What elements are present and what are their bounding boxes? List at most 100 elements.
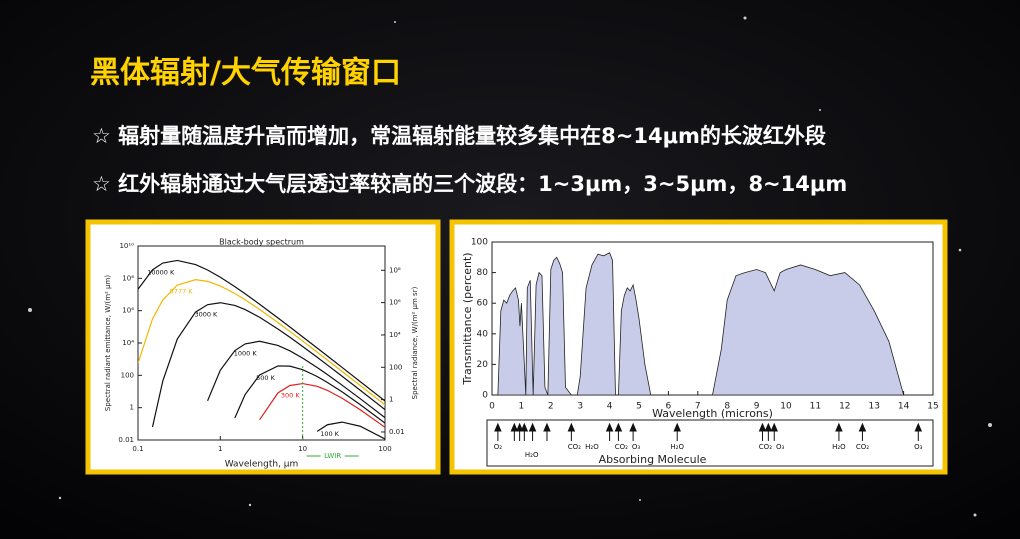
absorber-arrow bbox=[758, 422, 767, 441]
absorber-label: CO₂ bbox=[856, 443, 869, 451]
y-tick-label: 100 bbox=[471, 238, 488, 248]
x-axis-label: Wavelength, μm bbox=[225, 460, 299, 470]
absorber-arrow bbox=[528, 422, 537, 441]
y-tick-label: 10⁴ bbox=[122, 339, 134, 347]
absorber-arrow bbox=[858, 422, 867, 441]
series-line bbox=[151, 302, 385, 428]
x-tick-label: 11 bbox=[810, 402, 821, 412]
series-label: 10000 K bbox=[147, 268, 175, 276]
y-axis-label: Transmittance (percent) bbox=[461, 252, 474, 385]
x-tick-label: 100 bbox=[378, 445, 391, 453]
absorber-arrow bbox=[614, 422, 623, 441]
absorber-arrow bbox=[673, 422, 681, 441]
x-tick-label: 12 bbox=[839, 402, 850, 412]
absorber-label: H₂O bbox=[585, 443, 599, 451]
star bbox=[28, 308, 32, 312]
y2-tick-label: 10⁴ bbox=[389, 331, 401, 339]
absorber-arrow bbox=[520, 422, 529, 441]
chart-panel bbox=[85, 219, 441, 475]
absorber-arrow bbox=[770, 422, 778, 441]
chart-title: Black-body spectrum bbox=[219, 238, 304, 247]
y2-tick-label: 0.01 bbox=[389, 428, 405, 436]
y2-tick-label: 10⁸ bbox=[389, 266, 401, 274]
absorber-arrow bbox=[543, 422, 551, 441]
absorber-label: O₃ bbox=[632, 443, 641, 451]
stars bbox=[28, 16, 992, 517]
star bbox=[819, 109, 821, 111]
star bbox=[639, 499, 641, 501]
slide-title: 黑体辐射/大气传输窗口 bbox=[90, 56, 401, 91]
y-tick-label: 80 bbox=[477, 268, 489, 278]
x-tick-label: 4 bbox=[607, 402, 613, 412]
absorber-arrow bbox=[605, 422, 614, 441]
absorber-label: H₂O bbox=[670, 443, 684, 451]
series-label: 300 K bbox=[281, 392, 300, 400]
star bbox=[743, 16, 747, 20]
x-tick-label: 5 bbox=[636, 402, 642, 412]
y-tick-label: 10⁸ bbox=[122, 274, 134, 282]
x-tick-label: 15 bbox=[927, 402, 938, 412]
absorber-arrow bbox=[835, 422, 843, 441]
y-tick-label: 10¹⁰ bbox=[119, 242, 134, 250]
y-tick-label: 40 bbox=[477, 329, 489, 339]
x-tick-label: 0 bbox=[489, 402, 495, 412]
x-tick-label: 3 bbox=[577, 402, 583, 412]
series-label: 100 K bbox=[320, 430, 339, 438]
x-tick-label: 0.1 bbox=[132, 445, 143, 453]
y2-tick-label: 10⁶ bbox=[389, 299, 401, 307]
transmittance-chart: 0 1 2 3 4 5 6 7 8 9 10 11 12 13 14 15020406080100Wavele… bbox=[461, 238, 939, 467]
x-tick-label: 2 bbox=[548, 402, 554, 412]
x-tick-label: 6 bbox=[666, 402, 672, 412]
transmittance-area bbox=[497, 252, 933, 395]
absorber-box bbox=[486, 419, 934, 467]
absorber-arrow bbox=[515, 422, 524, 441]
y-tick-label: 100 bbox=[121, 371, 134, 379]
bullet: ☆ 红外辐射通过大气层透过率较高的三个波段：1~3μm，3~5μm，8~14μm bbox=[92, 172, 847, 196]
y-tick-label: 10⁶ bbox=[122, 307, 134, 315]
x-tick-label: 7 bbox=[695, 402, 701, 412]
y-tick-label: 0 bbox=[482, 391, 488, 401]
series-label: 3000 K bbox=[194, 311, 218, 319]
y-axis-label: Spectral radiant emittance, W/(m² μm) bbox=[104, 275, 112, 411]
bullet: ☆ 辐射量随温度升高而增加，常温辐射能量较多集中在8~14μm的长波红外段 bbox=[92, 124, 826, 148]
absorber-label: H₂O bbox=[525, 451, 539, 459]
absorber-label: CO₂ bbox=[615, 443, 628, 451]
series-line bbox=[316, 421, 385, 440]
y-tick-label: 0.01 bbox=[118, 436, 134, 444]
absorber-label: O₃ bbox=[914, 443, 923, 451]
x-tick-label: 9 bbox=[754, 402, 760, 412]
x-tick-label: 14 bbox=[898, 402, 910, 412]
absorber-arrow bbox=[567, 422, 576, 441]
series-line bbox=[138, 279, 385, 406]
star bbox=[58, 496, 62, 500]
y2-tick-label: 1 bbox=[389, 396, 393, 404]
y-tick-label: 1 bbox=[130, 404, 134, 412]
absorber-title: Absorbing Molecule bbox=[599, 453, 707, 466]
star bbox=[248, 503, 252, 507]
series-label: 1000 K bbox=[234, 349, 258, 357]
star bbox=[394, 21, 396, 23]
star bbox=[958, 248, 962, 252]
absorber-arrow bbox=[914, 422, 923, 441]
series-line bbox=[207, 340, 385, 419]
reference-label: LWIR bbox=[324, 452, 341, 460]
y-tick-label: 20 bbox=[477, 360, 489, 370]
absorber-label: O₃ bbox=[776, 443, 785, 451]
absorber-label: CO₂ bbox=[568, 443, 581, 451]
series-label: 5777 K bbox=[170, 288, 194, 296]
x-tick-label: 10 bbox=[298, 445, 307, 453]
absorber-arrow bbox=[764, 422, 773, 441]
x-tick-label: 1 bbox=[218, 445, 222, 453]
x-tick-label: 1 bbox=[519, 402, 525, 412]
x-tick-label: 13 bbox=[868, 402, 879, 412]
star bbox=[973, 513, 977, 517]
absorber-arrow bbox=[494, 422, 502, 441]
absorber-label: CO₂ bbox=[759, 443, 772, 451]
y2-axis-label: Spectral radiance, W/(m² μm sr) bbox=[411, 286, 419, 399]
star bbox=[988, 423, 992, 427]
x-tick-label: 10 bbox=[780, 402, 792, 412]
absorber-arrow bbox=[510, 422, 519, 441]
series-line bbox=[259, 382, 385, 428]
